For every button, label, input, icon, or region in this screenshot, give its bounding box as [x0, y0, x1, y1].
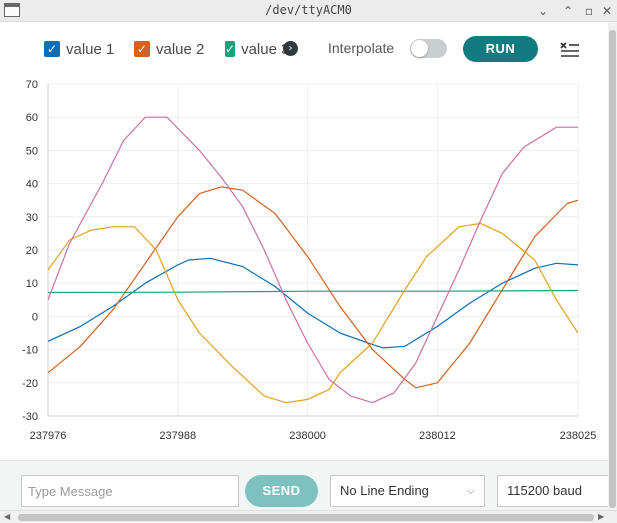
baud-rate-select[interactable]: 115200 baud — [497, 475, 612, 507]
minimize-icon[interactable]: ⌄ — [537, 4, 549, 18]
scroll-right-icon[interactable]: ▶ — [598, 512, 605, 521]
x-tick-label: 237988 — [159, 430, 196, 442]
x-tick-label: 237976 — [30, 430, 67, 442]
series-line-3 — [48, 289, 578, 294]
legend-label: value 3 — [241, 40, 285, 58]
serial-plot-chart: 70 60 50 40 30 20 10 0 -10 -20 -30 237976 237988 2380… — [22, 79, 597, 442]
clear-list-icon[interactable] — [559, 40, 581, 58]
legend-label: value 1 — [66, 40, 115, 58]
line-ending-select[interactable]: No Line Ending ⌵ — [330, 475, 485, 507]
horizontal-scrollbar[interactable]: ◀ ▶ — [0, 510, 617, 523]
series-line-5 — [48, 116, 578, 404]
legend-item-value-3[interactable]: ✓ value 3 — [225, 39, 285, 59]
legend-item-value-2[interactable]: ✓ value 2 — [134, 39, 204, 59]
x-tick-label: 238000 — [289, 430, 326, 442]
restore-icon[interactable]: ⌃ — [562, 4, 574, 18]
y-tick-label: 60 — [26, 112, 38, 124]
legend-label: value 2 — [156, 40, 205, 58]
series-line-2 — [48, 186, 578, 389]
x-tick-label: 238012 — [419, 430, 456, 442]
plotter-toolbar: ✓ value 1 ✓ value 2 ✓ value 3 › Interpol… — [0, 22, 608, 76]
chevron-down-icon: ⌵ — [466, 485, 475, 497]
close-icon[interactable]: ✕ — [601, 4, 613, 18]
y-tick-label: 40 — [26, 179, 38, 191]
checkbox-checked-icon[interactable]: ✓ — [44, 41, 60, 57]
chevron-right-icon[interactable]: › — [283, 41, 298, 56]
interpolate-label: Interpolate — [328, 40, 395, 56]
vertical-scrollbar[interactable] — [608, 22, 617, 510]
line-ending-value: No Line Ending — [340, 483, 429, 498]
y-tick-label: 50 — [26, 145, 38, 157]
y-tick-label: 10 — [26, 278, 38, 290]
y-tick-label: -30 — [22, 411, 38, 423]
window-icon — [4, 3, 20, 17]
scrollbar-thumb[interactable] — [18, 514, 594, 521]
series-line-4 — [48, 222, 578, 404]
y-tick-label: -10 — [22, 345, 38, 357]
maximize-icon[interactable]: ▫ — [584, 4, 594, 18]
checkbox-checked-icon[interactable]: ✓ — [225, 41, 236, 57]
y-tick-label: -20 — [22, 378, 38, 390]
interpolate-toggle[interactable] — [410, 39, 447, 58]
scrollbar-thumb[interactable] — [609, 30, 616, 508]
checkbox-checked-icon[interactable]: ✓ — [134, 41, 150, 57]
legend-item-value-1[interactable]: ✓ value 1 — [44, 39, 114, 59]
y-tick-label: 70 — [26, 79, 38, 91]
x-tick-label: 238025 — [560, 430, 597, 442]
run-button[interactable]: RUN — [463, 36, 538, 62]
window-title: /dev/ttyACM0 — [265, 3, 352, 17]
y-tick-label: 0 — [32, 311, 38, 323]
scroll-left-icon[interactable]: ◀ — [4, 512, 11, 521]
send-button[interactable]: SEND — [245, 475, 318, 507]
message-input[interactable] — [21, 475, 239, 507]
toggle-knob — [411, 40, 428, 57]
y-tick-label: 30 — [26, 212, 38, 224]
message-bar: SEND No Line Ending ⌵ 115200 baud — [0, 460, 612, 510]
series-line-1 — [48, 257, 578, 349]
baud-rate-value: 115200 baud — [507, 483, 582, 498]
y-tick-label: 20 — [26, 245, 38, 257]
title-bar: /dev/ttyACM0 ⌄ ⌃ ▫ ✕ — [0, 0, 617, 22]
